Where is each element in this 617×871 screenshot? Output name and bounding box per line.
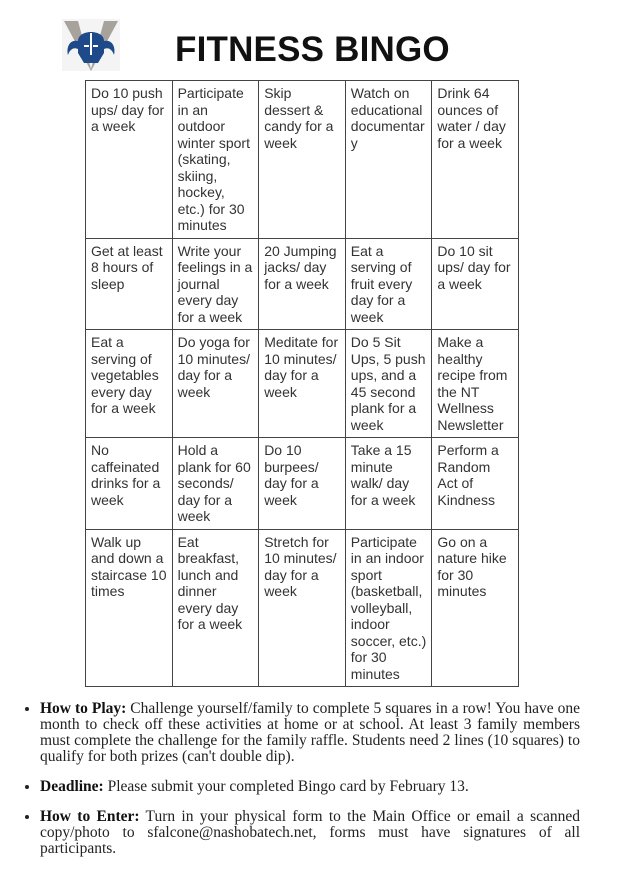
rule-deadline: Deadline: Please submit your completed B… [40,779,580,795]
bingo-square: Eat a serving of vegetables every day fo… [85,329,173,438]
bingo-square: Make a healthy recipe from the NT Wellne… [431,329,519,438]
bingo-square: Take a 15 minute walk/ day for a week [344,437,433,530]
bingo-square: No caffeinated drinks for a week [85,437,173,530]
bingo-square: Do 10 push ups/ day for a week [85,80,173,239]
bingo-row: Get at least 8 hours of sleep Write your … [85,237,519,330]
bingo-square: Do yoga for 10 minutes/ day for a week [171,329,260,438]
bingo-square: Do 10 burpees/ day for a week [258,437,346,530]
bingo-square: Eat a serving of fruit every day for a w… [344,237,433,330]
bingo-square: Walk up and down a staircase 10 times [85,528,173,687]
bingo-square: Watch on educational documentary [344,80,433,239]
bingo-square: Participate in an outdoor winter sport (… [171,80,260,239]
viking-helmet-logo [62,19,120,71]
bingo-square: Get at least 8 hours of sleep [85,237,173,330]
bingo-square: Do 10 sit ups/ day for a week [431,237,519,330]
bingo-row: No caffeinated drinks for a week Hold a p… [85,437,519,530]
rule-how-to-enter: How to Enter: Turn in your physical form… [40,809,580,857]
bingo-square: Write your feelings in a journal every d… [171,237,260,330]
bingo-grid: Do 10 push ups/ day for a week Participat… [85,80,519,687]
bingo-square: Eat breakfast, lunch and dinner every da… [171,528,260,687]
bingo-square: Go on a nature hike for 30 minutes [431,528,519,687]
rules-list: How to Play: Challenge yourself/family t… [0,701,580,857]
bingo-row: Walk up and down a staircase 10 times Eat… [85,528,519,687]
bingo-square: Hold a plank for 60 seconds/ day for a w… [171,437,260,530]
bingo-square: Meditate for 10 minutes/ day for a week [258,329,346,438]
bingo-square: Stretch for 10 minutes/ day for a week [258,528,346,687]
bingo-square: Participate in an indoor sport (basketba… [344,528,433,687]
bingo-square: Drink 64 ounces of water / day for a wee… [431,80,519,239]
bingo-square: 20 Jumping jacks/ day for a week [258,237,346,330]
bingo-row: Do 10 push ups/ day for a week Participat… [85,80,519,239]
rule-how-to-play: How to Play: Challenge yourself/family t… [40,701,580,765]
bingo-square: Perform a Random Act of Kindness [431,437,519,530]
bingo-square: Do 5 Sit Ups, 5 push ups, and a 45 secon… [344,329,433,438]
bingo-row: Eat a serving of vegetables every day fo… [85,329,519,438]
header: FITNESS BINGO [0,0,617,80]
bingo-square: Skip dessert & candy for a week [258,80,346,239]
page-title: FITNESS BINGO [175,30,450,69]
